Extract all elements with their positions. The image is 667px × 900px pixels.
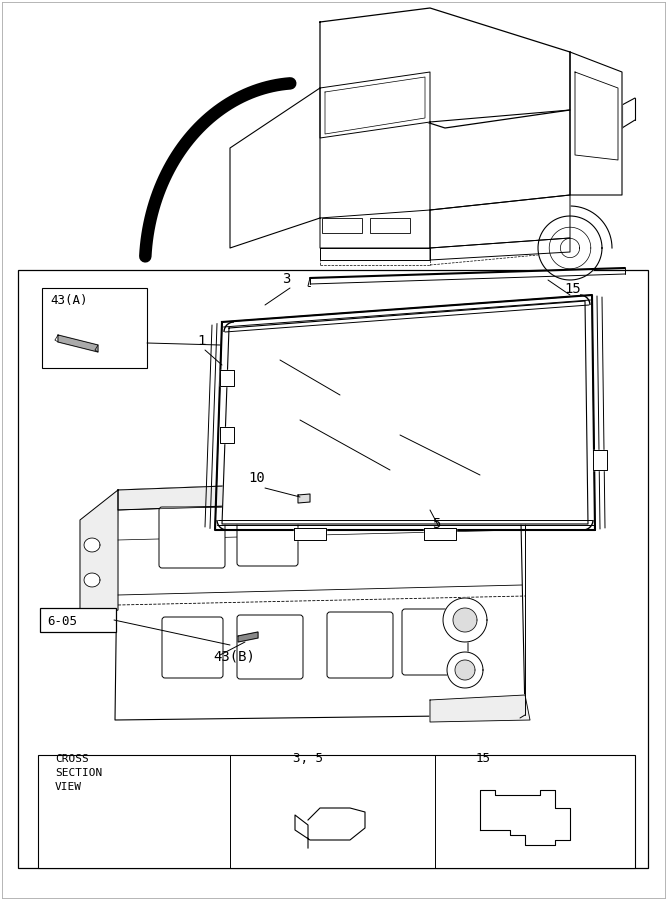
- Polygon shape: [320, 210, 430, 248]
- FancyBboxPatch shape: [162, 617, 223, 678]
- Text: CROSS
SECTION
VIEW: CROSS SECTION VIEW: [55, 754, 102, 792]
- Polygon shape: [430, 238, 570, 260]
- Text: 43(B): 43(B): [213, 649, 255, 663]
- Polygon shape: [430, 110, 570, 210]
- Polygon shape: [80, 490, 118, 625]
- FancyBboxPatch shape: [402, 609, 468, 675]
- Polygon shape: [575, 72, 618, 160]
- Text: 43(A): 43(A): [50, 294, 87, 307]
- Bar: [322, 218, 362, 233]
- Polygon shape: [115, 475, 525, 720]
- Polygon shape: [447, 652, 483, 688]
- Polygon shape: [453, 608, 477, 632]
- Polygon shape: [443, 598, 487, 642]
- Text: 6-05: 6-05: [47, 615, 77, 628]
- Polygon shape: [220, 370, 234, 386]
- Text: 3: 3: [282, 272, 290, 286]
- Polygon shape: [238, 632, 258, 642]
- Polygon shape: [570, 52, 622, 195]
- Polygon shape: [222, 301, 588, 524]
- Polygon shape: [220, 427, 234, 443]
- Bar: [42, 288, 147, 368]
- FancyBboxPatch shape: [327, 612, 393, 678]
- Polygon shape: [593, 450, 607, 470]
- Polygon shape: [58, 335, 98, 352]
- Text: 5: 5: [432, 517, 440, 531]
- Polygon shape: [84, 573, 100, 587]
- Polygon shape: [424, 528, 456, 540]
- FancyBboxPatch shape: [237, 615, 303, 679]
- Polygon shape: [84, 538, 100, 552]
- Polygon shape: [320, 8, 570, 128]
- Bar: [370, 218, 410, 233]
- Text: 15: 15: [564, 282, 581, 296]
- FancyBboxPatch shape: [40, 608, 116, 632]
- Polygon shape: [430, 195, 570, 248]
- Text: 3, 5: 3, 5: [293, 752, 323, 765]
- Polygon shape: [455, 660, 475, 680]
- Bar: [38, 755, 635, 868]
- Polygon shape: [430, 695, 530, 722]
- Polygon shape: [320, 72, 430, 138]
- Text: 10: 10: [248, 471, 265, 485]
- FancyBboxPatch shape: [159, 507, 225, 568]
- Polygon shape: [230, 88, 320, 248]
- Bar: [18, 270, 648, 868]
- Text: 1: 1: [197, 334, 205, 348]
- Polygon shape: [118, 475, 520, 510]
- FancyBboxPatch shape: [237, 505, 298, 566]
- Text: 15: 15: [476, 752, 491, 765]
- Polygon shape: [298, 494, 310, 503]
- Polygon shape: [294, 528, 326, 540]
- Polygon shape: [538, 216, 602, 280]
- Polygon shape: [320, 248, 430, 260]
